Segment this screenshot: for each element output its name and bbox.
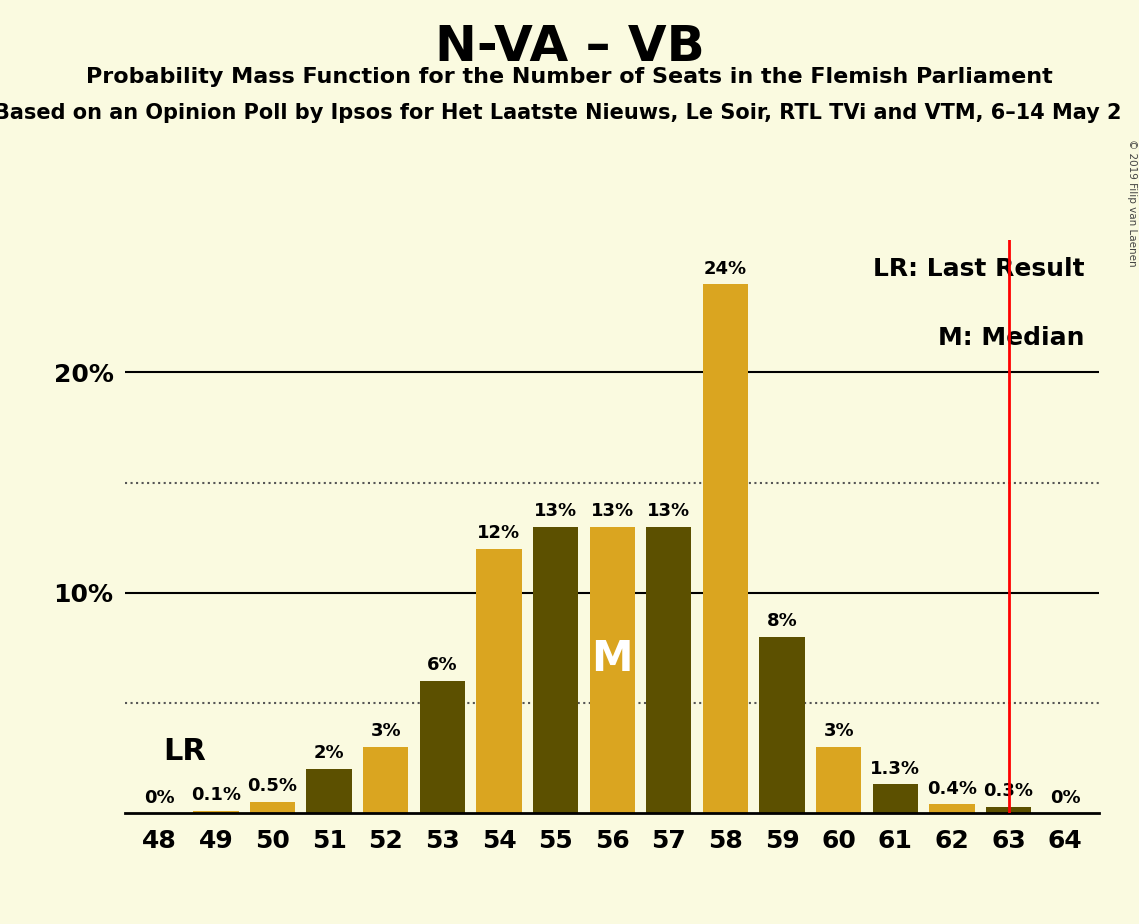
- Text: LR: Last Result: LR: Last Result: [872, 258, 1084, 282]
- Text: M: Median: M: Median: [939, 326, 1084, 350]
- Text: 0.4%: 0.4%: [927, 780, 977, 797]
- Text: N-VA – VB: N-VA – VB: [435, 23, 704, 71]
- Bar: [872, 784, 918, 813]
- Bar: [816, 747, 861, 813]
- Text: © 2019 Filip van Laenen: © 2019 Filip van Laenen: [1126, 139, 1137, 266]
- Bar: [646, 527, 691, 813]
- Text: 12%: 12%: [477, 524, 521, 542]
- Bar: [929, 804, 975, 813]
- Text: Probability Mass Function for the Number of Seats in the Flemish Parliament: Probability Mass Function for the Number…: [87, 67, 1052, 87]
- Bar: [363, 747, 409, 813]
- Text: 3%: 3%: [370, 723, 401, 740]
- Text: 0%: 0%: [1050, 788, 1081, 807]
- Bar: [419, 681, 465, 813]
- Text: 0.3%: 0.3%: [984, 782, 1033, 800]
- Bar: [194, 811, 238, 813]
- Bar: [760, 637, 805, 813]
- Bar: [986, 807, 1031, 813]
- Text: 8%: 8%: [767, 613, 797, 630]
- Bar: [590, 527, 634, 813]
- Text: 0.1%: 0.1%: [191, 786, 240, 804]
- Bar: [703, 285, 748, 813]
- Bar: [533, 527, 579, 813]
- Text: 0%: 0%: [144, 788, 174, 807]
- Text: 3%: 3%: [823, 723, 854, 740]
- Bar: [249, 802, 295, 813]
- Text: 0.5%: 0.5%: [247, 777, 297, 796]
- Text: 13%: 13%: [647, 502, 690, 520]
- Bar: [306, 769, 352, 813]
- Text: 1.3%: 1.3%: [870, 760, 920, 778]
- Text: 2%: 2%: [314, 745, 344, 762]
- Text: Based on an Opinion Poll by Ipsos for Het Laatste Nieuws, Le Soir, RTL TVi and V: Based on an Opinion Poll by Ipsos for He…: [0, 103, 1122, 124]
- Text: M: M: [591, 638, 633, 680]
- Text: LR: LR: [163, 737, 206, 766]
- Text: 13%: 13%: [534, 502, 577, 520]
- Text: 13%: 13%: [591, 502, 633, 520]
- Bar: [476, 549, 522, 813]
- Text: 6%: 6%: [427, 656, 458, 675]
- Text: 24%: 24%: [704, 260, 747, 278]
